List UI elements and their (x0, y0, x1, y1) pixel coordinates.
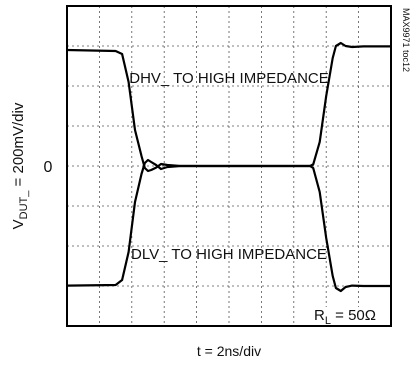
load-label-rest: = 50Ω (331, 307, 376, 324)
y-axis-label-rest: = 200mV/div (10, 102, 27, 190)
y-axis-label-sub: DUT_ (18, 190, 30, 220)
x-axis-label: t = 2ns/div (197, 343, 261, 359)
load-label-sub: L (325, 315, 331, 327)
trace-2 (66, 158, 391, 293)
load-label-main: R (314, 307, 325, 324)
traces (66, 41, 391, 293)
y-axis-label-main: V (10, 219, 27, 229)
y-axis-label: VDUT_ = 200mV/div (10, 102, 30, 229)
load-label: RL = 50Ω (314, 307, 376, 327)
annotation-dlv-text: DLV_ TO HIGH IMPEDANCE (131, 246, 327, 263)
y-tick-label-zero: 0 (44, 159, 53, 176)
plot-frame (66, 5, 392, 327)
figure-id: MAX9971 toc12 (401, 8, 411, 72)
annotation-dhv-text: DHV_ TO HIGH IMPEDANCE (129, 70, 328, 87)
load-label-box: RL = 50Ω (305, 307, 387, 327)
